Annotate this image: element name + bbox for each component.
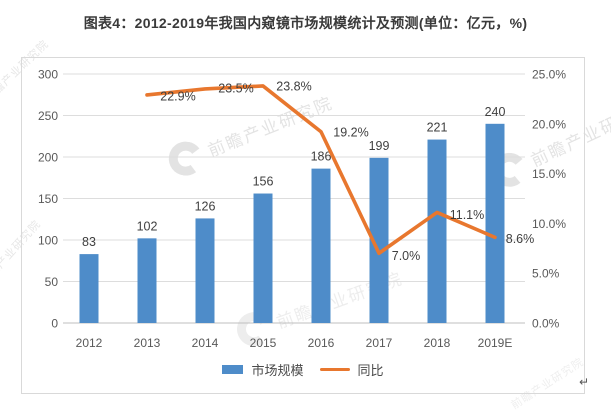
- paragraph-return-icon: ↵: [579, 375, 590, 389]
- bar-value-label: 221: [427, 121, 448, 135]
- legend-line-label: 同比: [357, 362, 384, 378]
- line-value-label: 22.9%: [160, 89, 195, 103]
- legend-line-swatch: [319, 367, 350, 371]
- left-axis-tick: 300: [38, 68, 58, 82]
- category-label: 2019E: [478, 336, 513, 350]
- right-axis-tick: 15.0%: [532, 167, 566, 181]
- left-axis-tick: 100: [38, 234, 58, 248]
- legend-bar-swatch: [222, 364, 244, 374]
- chart-area: 0 50 100 150 200 250 300 0.0% 5.0% 10.0% 15.0% 20.0…: [21, 57, 585, 394]
- bar-value-label: 126: [195, 199, 216, 213]
- left-axis-tick: 200: [38, 151, 58, 165]
- combo-chart-canvas: 0 50 100 150 200 250 300 0.0% 5.0% 10.0% 15.0% 20.0…: [38, 68, 566, 351]
- line-value-label: 23.5%: [218, 81, 253, 95]
- growth-line: [145, 84, 497, 256]
- bar-2017: [369, 157, 389, 323]
- bar-2013: [137, 238, 157, 323]
- category-label: 2015: [250, 336, 277, 350]
- bar-value-label: 83: [82, 235, 96, 249]
- legend: 市场规模 同比: [22, 360, 584, 378]
- line-value-label: 7.0%: [392, 249, 421, 263]
- bar-value-label: 240: [485, 105, 506, 119]
- bar-2016: [311, 168, 331, 323]
- bar-2012: [79, 254, 99, 323]
- left-axis-tick: 250: [38, 109, 58, 123]
- line-value-label: 11.1%: [450, 208, 485, 222]
- bar-2014: [195, 218, 215, 323]
- left-axis-tick: 150: [38, 192, 58, 206]
- bar-2015: [253, 193, 273, 323]
- category-label: 2014: [192, 336, 219, 350]
- right-axis-tick: 20.0%: [532, 117, 566, 131]
- chart-title: 图表4：2012-2019年我国内窥镜市场规模统计及预测(单位：亿元，%): [83, 15, 528, 31]
- bar-2019E: [485, 123, 505, 323]
- right-axis-tick: 0.0%: [532, 317, 560, 331]
- left-axis-tick: 0: [51, 317, 58, 331]
- bar-value-label: 186: [311, 150, 332, 164]
- legend-bar-label: 市场规模: [251, 362, 304, 378]
- category-label: 2016: [308, 336, 335, 350]
- category-label: 2013: [134, 336, 161, 350]
- category-label: 2017: [366, 336, 393, 350]
- right-axis-tick: 10.0%: [532, 217, 566, 231]
- category-label: 2018: [424, 336, 451, 350]
- line-value-label: 23.8%: [276, 79, 311, 93]
- bar-value-label: 102: [137, 219, 158, 233]
- right-axis-tick: 5.0%: [532, 267, 560, 281]
- bar-2018: [427, 139, 447, 323]
- category-label: 2012: [76, 336, 103, 350]
- bar-value-label: 156: [253, 175, 274, 189]
- line-value-label: 19.2%: [333, 125, 368, 139]
- right-axis-tick: 25.0%: [532, 68, 566, 82]
- left-axis-tick: 50: [45, 275, 59, 289]
- bar-value-label: 199: [369, 139, 390, 153]
- line-value-label: 8.6%: [506, 232, 535, 246]
